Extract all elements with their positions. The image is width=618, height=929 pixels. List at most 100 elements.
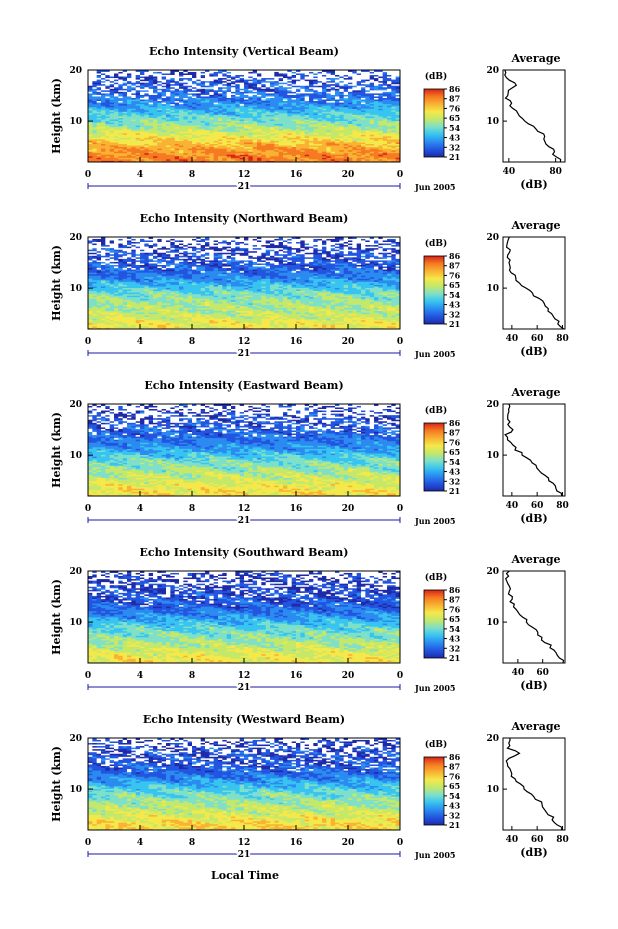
heatmap-cell xyxy=(309,154,314,157)
heatmap-cell xyxy=(153,140,158,143)
heatmap-cell xyxy=(161,123,167,126)
heatmap-cell xyxy=(352,126,358,129)
heatmap-cell xyxy=(335,120,340,123)
heatmap-cell xyxy=(114,142,119,144)
heatmap-cell xyxy=(278,149,284,152)
heatmap-cell xyxy=(153,122,158,125)
heatmap-cell xyxy=(144,145,150,148)
heatmap-cell xyxy=(252,135,258,138)
heatmap-cell xyxy=(356,143,362,146)
heatmap-cell xyxy=(265,160,271,163)
heatmap-cell xyxy=(274,158,280,161)
heatmap-cell xyxy=(322,149,327,152)
heatmap-cell xyxy=(335,160,340,163)
heatmap-cell xyxy=(226,137,232,140)
heatmap-cell xyxy=(361,148,366,151)
heatmap-cell xyxy=(252,132,258,135)
heatmap-cell xyxy=(261,148,267,151)
heatmap-cell xyxy=(274,139,280,141)
heatmap-cell xyxy=(218,146,223,149)
heatmap-cell xyxy=(244,128,249,131)
heatmap-cell xyxy=(339,157,345,160)
heatmap-cell xyxy=(231,117,236,120)
heatmap-cell xyxy=(118,145,124,148)
heatmap-cell xyxy=(348,157,353,160)
heatmap-cell xyxy=(222,129,228,132)
heatmap-cell xyxy=(348,126,353,129)
heatmap-cell xyxy=(135,117,141,120)
heatmap-cell xyxy=(187,160,193,163)
heatmap-cell xyxy=(122,157,128,160)
heatmap-cell xyxy=(361,154,366,157)
heatmap-cell xyxy=(170,126,176,129)
heatmap-cell xyxy=(144,116,150,118)
heatmap-cell xyxy=(369,142,375,144)
heatmap-cell xyxy=(330,155,336,158)
heatmap-cell xyxy=(291,151,297,154)
heatmap-cell xyxy=(391,116,397,118)
heatmap-cell xyxy=(187,143,193,146)
heatmap-cell xyxy=(226,125,232,128)
heatmap-cell xyxy=(270,137,275,140)
heatmap-cell xyxy=(356,123,362,126)
heatmap-cell xyxy=(170,116,176,118)
heatmap-cell xyxy=(265,151,271,154)
heatmap-cell xyxy=(161,158,167,161)
heatmap-cell xyxy=(356,142,362,144)
heatmap-cell xyxy=(291,149,297,152)
heatmap-cell xyxy=(122,151,128,154)
heatmap-cell xyxy=(335,137,340,140)
heatmap-cell xyxy=(348,116,353,118)
heatmap-cell xyxy=(105,160,111,163)
heatmap-cell xyxy=(200,123,206,126)
heatmap-cell xyxy=(213,148,219,151)
heatmap-cell xyxy=(283,160,288,163)
heatmap-cell xyxy=(239,117,245,120)
heatmap-cell xyxy=(88,112,93,115)
heatmap-cell xyxy=(391,139,397,141)
heatmap-cell xyxy=(140,140,145,143)
heatmap-cell xyxy=(127,157,132,160)
heatmap-cell xyxy=(101,157,106,160)
heatmap-cell xyxy=(174,149,180,152)
heatmap-cell xyxy=(118,112,124,115)
heatmap-cell xyxy=(144,131,150,134)
heatmap-cell xyxy=(88,131,93,134)
heatmap-cell xyxy=(179,155,184,158)
heatmap-cell xyxy=(205,146,210,149)
heatmap-cell xyxy=(369,131,375,134)
heatmap-cell xyxy=(356,137,362,140)
heatmap-cell xyxy=(317,117,323,120)
heatmap-cell xyxy=(322,140,327,143)
heatmap-cell xyxy=(192,140,197,143)
heatmap-cell xyxy=(296,134,301,137)
heatmap-cell xyxy=(387,158,392,161)
heatmap-cell xyxy=(278,132,284,135)
heatmap-cell xyxy=(161,160,167,163)
heatmap-cell xyxy=(196,146,202,149)
heatmap-cell xyxy=(114,123,119,126)
heatmap-cell xyxy=(96,116,102,118)
heatmap-cell xyxy=(326,151,332,154)
heatmap-cell xyxy=(274,135,280,138)
heatmap-cell xyxy=(157,158,163,161)
heatmap-cell xyxy=(395,151,401,154)
heatmap-cell xyxy=(170,149,176,152)
heatmap-cell xyxy=(287,137,293,140)
heatmap-cell xyxy=(317,155,323,158)
heatmap-cell xyxy=(382,123,388,126)
heatmap-cell xyxy=(153,128,158,131)
heatmap-cell xyxy=(326,122,332,125)
heatmap-cell xyxy=(395,160,401,163)
heatmap-cell xyxy=(96,152,102,155)
heatmap-cell xyxy=(387,117,392,120)
heatmap-cell xyxy=(270,126,275,129)
heatmap-cell xyxy=(127,114,132,117)
heatmap-cell xyxy=(374,129,379,132)
heatmap-cell xyxy=(187,152,193,155)
heatmap-cell xyxy=(335,132,340,135)
heatmap-cell xyxy=(291,114,297,117)
heatmap-cell xyxy=(213,143,219,146)
heatmap-cell xyxy=(114,122,119,125)
heatmap-cell xyxy=(313,148,319,151)
